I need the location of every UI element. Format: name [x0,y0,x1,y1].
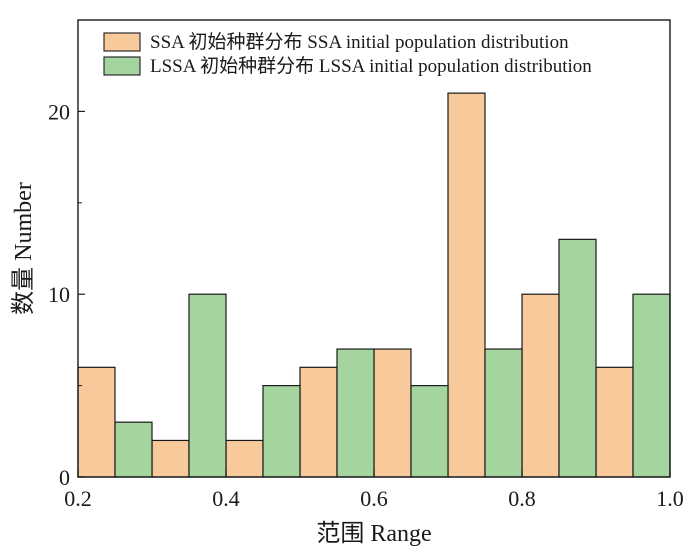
legend-swatch-lssa [103,56,141,76]
histogram-bar-ssa-0 [77,366,116,478]
x-tick-label-2: 0.6 [360,486,388,511]
histogram-bar-ssa-6 [521,293,560,478]
x-tick-label-1: 0.4 [212,486,240,511]
y-axis-title: 数量 Number [10,182,37,315]
histogram-bar-ssa-4 [373,348,412,478]
histogram-bar-ssa-2 [225,439,264,478]
x-tick-label-4: 1.0 [656,486,684,511]
histogram-bar-lssa-2 [262,385,301,478]
histogram-bar-ssa-5 [447,92,486,478]
histogram-bar-ssa-7 [595,366,634,478]
legend-label-lssa: LSSA 初始种群分布 LSSA initial population dist… [150,55,592,77]
histogram-bar-lssa-7 [632,293,671,478]
histogram-bar-lssa-0 [114,421,153,478]
y-tick-label-2: 20 [48,99,70,124]
histogram-bar-lssa-4 [410,385,449,478]
bars-layer [77,92,671,478]
x-tick-label-3: 0.8 [508,486,536,511]
histogram-bar-ssa-1 [151,439,190,478]
histogram-bar-ssa-3 [299,366,338,478]
legend-swatch-ssa [103,32,141,52]
y-tick-label-1: 10 [48,282,70,307]
histogram-bar-lssa-1 [188,293,227,478]
y-tick-label-0: 0 [59,465,70,490]
histogram-bar-lssa-3 [336,348,375,478]
x-axis-title: 范围 Range [316,520,431,547]
histogram-bar-lssa-6 [558,238,597,478]
ticks-layer: 0.2 0.4 0.6 0.8 1.0 0 10 20 [48,19,684,511]
legend-label-ssa: SSA 初始种群分布 SSA initial population distri… [150,31,569,53]
histogram-bar-lssa-5 [484,348,523,478]
legend: SSA 初始种群分布 SSA initial population distri… [103,31,592,77]
x-tick-label-0: 0.2 [64,486,92,511]
